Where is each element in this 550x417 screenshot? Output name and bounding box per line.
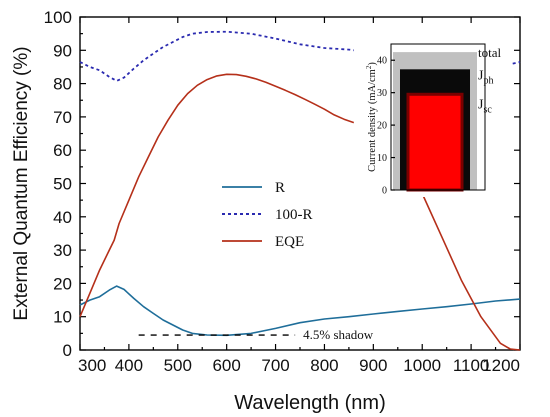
x-tick-label: 700 [261, 356, 289, 375]
inset-y-axis-title-close: ) [367, 62, 378, 66]
y-tick-label: 60 [53, 141, 72, 160]
x-tick-label: 300 [78, 356, 106, 375]
inset-label-jph: Jph [478, 68, 493, 86]
y-tick-label: 50 [53, 175, 72, 194]
series-line-r [79, 285, 521, 337]
inset-label-jph-sub: ph [483, 75, 493, 86]
inset-label-jsc-sub: sc [483, 104, 492, 115]
shadow-label: 4.5% shadow [303, 327, 374, 342]
series-line-100-r-fragment [512, 61, 521, 65]
x-axis-title: Wavelength (nm) [234, 392, 386, 414]
inset-y-axis-title: Current density (mA/cm2) [365, 62, 378, 172]
x-tick-label: 1200 [482, 356, 520, 375]
inset-y-axis-title-sup: 2 [365, 65, 373, 69]
inset-label-jsc: Jsc [478, 97, 492, 115]
inset-bar-jsc [408, 94, 462, 190]
inset-y-tick-label: 0 [382, 186, 387, 197]
series-line-eqe-fragment [421, 193, 521, 351]
inset-y-tick-label: 40 [377, 56, 387, 67]
main-plot: 300 400 500 600 700 800 900 1000 110012000102030… [11, 8, 521, 414]
x-tick-label: 800 [310, 356, 338, 375]
y-tick-label: 100 [44, 8, 72, 27]
series-line-100-r [79, 30, 354, 82]
y-axis-title: External Quantum Efficiency (%) [11, 46, 32, 320]
series-line-eqe [79, 73, 355, 318]
x-tick-label: 400 [115, 356, 143, 375]
inset-label-jsc-main: J [478, 97, 484, 112]
x-tick-label: 600 [212, 356, 240, 375]
y-tick-label: 20 [53, 274, 72, 293]
legend-label: R [275, 180, 285, 196]
legend-label: EQE [275, 234, 304, 250]
y-tick-label: 90 [53, 41, 72, 60]
inset-frame [390, 43, 486, 191]
inset-label-jph-main: J [478, 68, 484, 83]
y-tick-label: 30 [53, 241, 72, 260]
y-tick-label: 0 [63, 341, 72, 360]
inset-label-total: total [478, 45, 501, 60]
inset-y-axis-title-main: Current density (mA/cm [367, 69, 378, 172]
x-tick-label: 1000 [403, 356, 441, 375]
x-tick-label: 900 [359, 356, 387, 375]
x-tick-label: 500 [164, 356, 192, 375]
x-tick-label: 1100 [453, 356, 490, 375]
inset-y-tick-label: 30 [377, 88, 387, 99]
y-tick-label: 10 [53, 308, 72, 327]
y-tick-label: 70 [53, 108, 72, 127]
inset-y-tick-label: 20 [377, 121, 387, 132]
y-tick-label: 40 [53, 208, 72, 227]
y-tick-label: 80 [53, 75, 72, 94]
legend-label: 100-R [275, 207, 313, 223]
inset-y-tick-label: 10 [377, 153, 387, 164]
